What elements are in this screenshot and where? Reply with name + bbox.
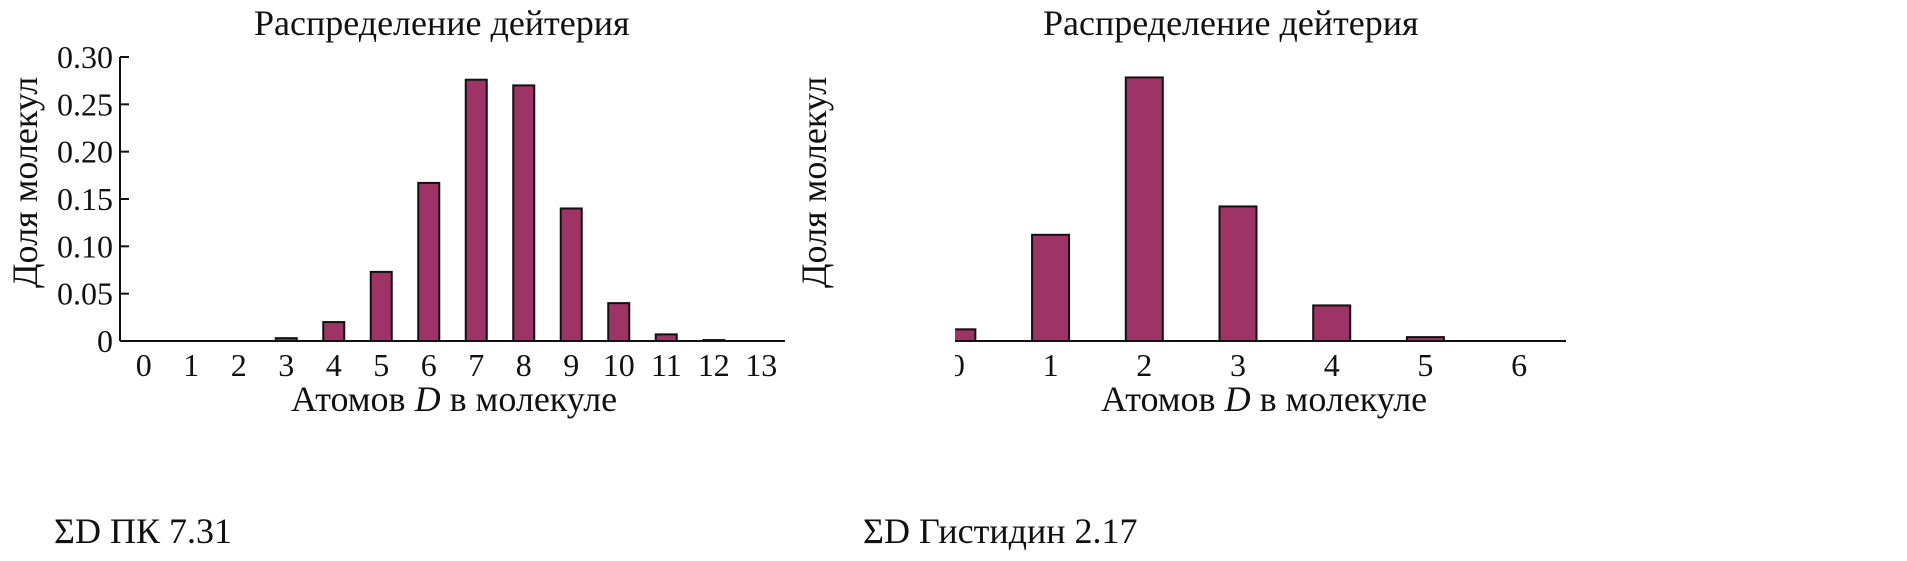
bar [417,181,441,342]
x-tick-label: 1 [183,347,199,383]
y-tick-label: 0.05 [57,276,113,312]
x-tick-label: 6 [1511,347,1527,383]
x-axis-label-var: D [1224,379,1251,419]
x-tick-label: 4 [326,347,342,383]
x-axis-label-pre: Атомов [291,379,415,419]
bar [1405,336,1445,343]
bar [512,84,536,343]
y-axis-label: Доля молекул [794,76,834,288]
x-tick-label: 12 [698,347,730,383]
bar [1218,205,1258,342]
bar [702,339,726,343]
x-tick-label: 3 [1230,347,1246,383]
y-tick-label: 0 [97,323,113,359]
x-axis-label-post: в молекуле [440,379,618,419]
bar [464,78,488,342]
x-tick-label: 5 [373,347,389,383]
x-tick-label: 6 [421,347,437,383]
x-tick-label: 9 [563,347,579,383]
bar [654,333,678,342]
bar [955,328,977,343]
x-axis-label: Атомов D в молекуле [1101,378,1427,420]
y-axis-label: Доля молекул [5,76,45,288]
x-axis-label-var: D [414,379,441,419]
x-tick-label: 1 [1043,347,1059,383]
x-tick-label: 3 [278,347,294,383]
x-axis-label-pre: Атомов [1101,379,1225,419]
bar [1312,304,1352,342]
x-tick-label: 11 [651,347,682,383]
x-tick-label: 0 [955,347,965,383]
y-tick-label: 0.10 [57,228,113,264]
x-tick-label: 4 [1324,347,1340,383]
y-tick-label: 0.30 [57,39,113,75]
x-tick-label: 13 [745,347,777,383]
x-tick-label: 2 [1136,347,1152,383]
chart-svg-right: 00.050.100.150.200.250.300.350.400.450.5… [955,76,1566,383]
chart-panel-right: 00.050.100.150.200.250.300.350.400.450.5… [794,0,1905,561]
x-tick-label: 2 [231,347,247,383]
y-tick-label: 0.15 [57,181,113,217]
bar [369,270,393,343]
x-axis-label-post: в молекуле [1250,379,1428,419]
bar [322,321,346,343]
y-tick-label: 0.25 [57,86,113,122]
x-tick-label: 0 [136,347,152,383]
sum-annotation: ΣD Гистидин 2.17 [863,511,1138,551]
chart-panel-left: 0 0.05 0.10 0.15 0.20 0.25 0.30 0 1 2 3 4 5 6 7 8 9 10 11 1… [0,0,950,561]
bar [274,337,298,343]
y-tick-label: 0.20 [57,134,113,170]
chart-svg-left: 00.050.100.150.200.250.300 1 2 3 4 5 6 7 8 9 10 11 1… [57,39,785,383]
bar [1124,76,1164,343]
x-tick-label: 8 [516,347,532,383]
chart-title: Распределение дейтерия [1043,3,1419,43]
x-tick-label: 7 [468,347,484,383]
x-tick-label: 10 [603,347,635,383]
chart-title: Распределение дейтерия [254,3,630,43]
bar [559,207,583,342]
x-tick-label: 5 [1417,347,1433,383]
x-axis-label: Атомов D в молекуле [291,378,617,420]
bar [607,302,631,342]
sum-annotation: ΣD ПК 7.31 [54,511,232,551]
bar [1031,233,1071,342]
